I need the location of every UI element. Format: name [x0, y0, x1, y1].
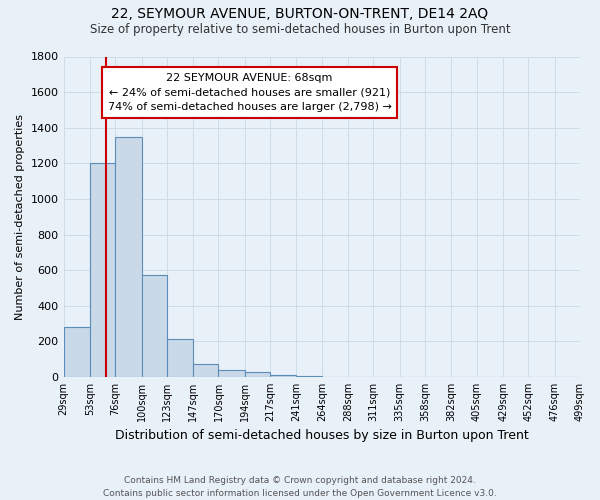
Bar	[218, 370, 245, 377]
Bar	[115, 136, 142, 377]
Bar	[142, 276, 167, 377]
Bar	[296, 376, 322, 377]
Y-axis label: Number of semi-detached properties: Number of semi-detached properties	[15, 114, 25, 320]
Bar	[90, 164, 115, 377]
Bar	[193, 364, 218, 377]
Text: Contains HM Land Registry data © Crown copyright and database right 2024.
Contai: Contains HM Land Registry data © Crown c…	[103, 476, 497, 498]
Bar	[270, 375, 296, 377]
Bar	[245, 372, 270, 377]
X-axis label: Distribution of semi-detached houses by size in Burton upon Trent: Distribution of semi-detached houses by …	[115, 430, 529, 442]
Text: 22 SEYMOUR AVENUE: 68sqm
← 24% of semi-detached houses are smaller (921)
74% of : 22 SEYMOUR AVENUE: 68sqm ← 24% of semi-d…	[107, 72, 391, 112]
Bar	[64, 327, 90, 377]
Bar	[167, 338, 193, 377]
Text: 22, SEYMOUR AVENUE, BURTON-ON-TRENT, DE14 2AQ: 22, SEYMOUR AVENUE, BURTON-ON-TRENT, DE1…	[112, 8, 488, 22]
Text: Size of property relative to semi-detached houses in Burton upon Trent: Size of property relative to semi-detach…	[89, 22, 511, 36]
